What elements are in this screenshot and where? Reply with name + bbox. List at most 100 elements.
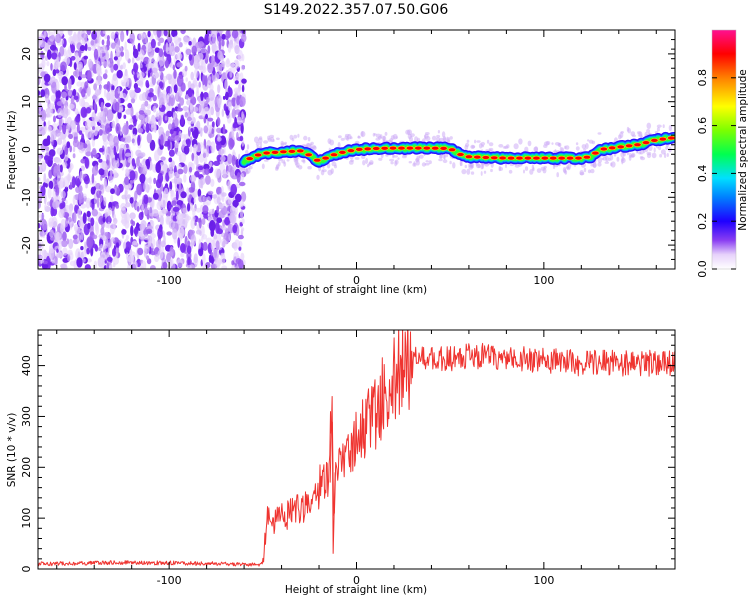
ridge-halo-blob [592, 162, 597, 168]
noise-blob [76, 257, 83, 268]
noise-blob [196, 224, 200, 230]
noise-blob [59, 202, 64, 210]
noise-blob [185, 77, 188, 82]
noise-blob [98, 190, 102, 195]
noise-blob [147, 92, 154, 98]
ridge-halo-blob [248, 165, 253, 170]
noise-blob [40, 109, 47, 122]
snr-spike [329, 396, 336, 554]
noise-blob [91, 173, 95, 184]
noise-blob [40, 50, 44, 60]
ridge-halo-blob [428, 160, 432, 165]
noise-blob [228, 232, 232, 242]
noise-blob [72, 211, 77, 224]
noise-blob [221, 108, 225, 118]
ridge-core-point [634, 143, 641, 147]
noise-blob [173, 69, 177, 79]
noise-blob [98, 168, 105, 176]
ridge-core-point [305, 153, 313, 157]
ridge-core-point [414, 146, 422, 150]
noise-blob [183, 35, 189, 45]
noise-blob [121, 194, 127, 200]
noise-blob [76, 233, 81, 244]
noise-blob [124, 152, 132, 157]
ridge-halo-blob [523, 169, 525, 174]
noise-blob [115, 242, 119, 248]
ridge-halo-blob [393, 155, 398, 158]
noise-blob [65, 218, 69, 228]
ridge-halo-blob [437, 130, 440, 134]
noise-blob [130, 225, 134, 237]
ridge-halo-blob [418, 154, 424, 159]
noise-blob [61, 76, 68, 86]
noise-blob [205, 237, 213, 243]
noise-blob [132, 127, 138, 136]
noise-blob [153, 177, 157, 185]
noise-blob [43, 121, 46, 127]
noise-blob [216, 127, 222, 133]
ridge-halo-blob [316, 174, 320, 180]
ridge-halo-blob [275, 165, 279, 170]
noise-blob [192, 209, 196, 217]
noise-blob [175, 92, 179, 101]
ridge-halo-blob [504, 145, 509, 149]
noise-blob [82, 143, 88, 149]
ridge-core-point [549, 156, 557, 160]
noise-blob [64, 204, 70, 210]
noise-blob [76, 81, 83, 87]
noise-blob [51, 81, 58, 94]
noise-blob [155, 178, 162, 189]
noise-blob [50, 130, 57, 141]
noise-blob [210, 239, 216, 252]
noise-blob [62, 231, 67, 242]
ridge-halo-blob [298, 165, 303, 170]
noise-blob [148, 206, 155, 217]
noise-blob [138, 113, 145, 121]
noise-blob [190, 234, 197, 246]
ridge-halo-blob [556, 172, 559, 178]
noise-blob [62, 257, 69, 263]
noise-blob [139, 93, 145, 101]
noise-blob [145, 122, 150, 134]
ridge-halo-blob [327, 138, 332, 145]
noise-blob [81, 99, 86, 108]
noise-blob [158, 103, 162, 109]
noise-blob [98, 50, 103, 59]
ridge-core-point [372, 146, 380, 151]
noise-blob [230, 63, 237, 74]
noise-blob [143, 194, 149, 205]
noise-blob [45, 183, 48, 188]
noise-blob [67, 249, 73, 256]
noise-blob [177, 237, 181, 249]
noise-blob [174, 141, 180, 149]
noise-blob [216, 94, 222, 106]
ridge-halo-blob [245, 149, 249, 155]
noise-blob [53, 115, 56, 123]
colorbar-tick-label-0: 0.0 [696, 260, 709, 278]
noise-blob [126, 135, 132, 143]
noise-blob [180, 252, 185, 258]
noise-blob [186, 138, 191, 148]
noise-blob [223, 103, 227, 112]
noise-blob [236, 116, 243, 125]
noise-blob [112, 170, 117, 175]
noise-blob [129, 32, 135, 44]
colorbar-ticks: 0.0 0.2 0.4 0.6 0.8 [696, 69, 736, 278]
noise-blob [202, 241, 208, 251]
ridge-halo-blob [447, 137, 451, 143]
noise-blob [129, 170, 136, 181]
noise-blob [241, 227, 245, 232]
noise-blob [207, 45, 211, 54]
noise-blob [239, 135, 244, 142]
ridge-halo-blob [583, 167, 587, 173]
noise-blob [38, 90, 41, 96]
noise-blob [92, 126, 95, 131]
noise-blob [80, 229, 84, 241]
noise-blob [175, 214, 183, 221]
spectrogram-frame [37, 29, 676, 270]
noise-blob [67, 30, 73, 36]
noise-blob [236, 73, 241, 78]
ridge-core-point [659, 137, 667, 141]
noise-blob [120, 64, 124, 70]
